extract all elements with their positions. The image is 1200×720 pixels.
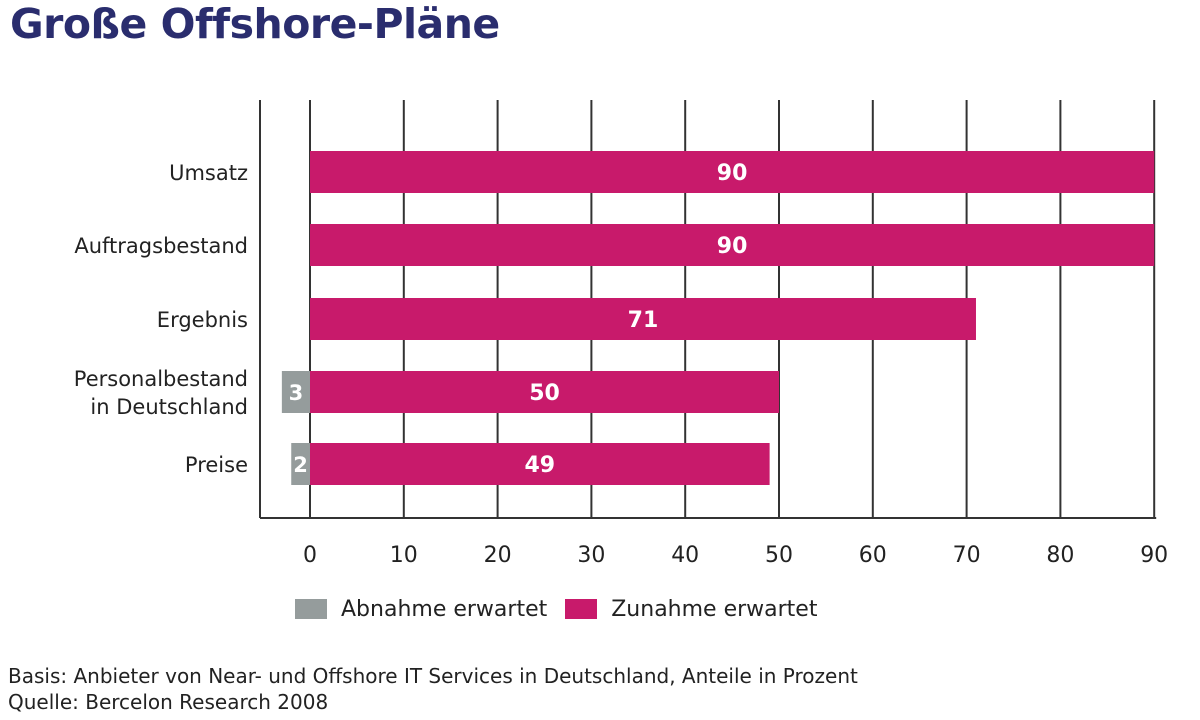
bar-zunahme: [310, 224, 1155, 266]
bars: 90 90 71 50 3 49 2: [281, 151, 1155, 485]
bar-zunahme: [310, 443, 770, 485]
footnote: Basis: Anbieter von Near- und Offshore I…: [8, 663, 858, 715]
legend-label-abnahme: Abnahme erwartet: [341, 596, 548, 622]
bar-zunahme: [310, 151, 1155, 193]
footnote-source: Quelle: Bercelon Research 2008: [8, 690, 329, 714]
legend-label-zunahme: Zunahme erwartet: [611, 596, 818, 622]
legend: Abnahme erwartet Zunahme erwartet: [295, 593, 835, 625]
bar-zunahme: [310, 371, 779, 413]
bar-abnahme: [281, 371, 310, 413]
category-label: Ergebnis: [157, 308, 248, 332]
x-tick-label: 20: [484, 543, 512, 568]
bar-value-label: 3: [289, 381, 304, 405]
x-tick-label: 0: [303, 543, 317, 568]
category-label: Personalbestand in Deutschland: [74, 367, 248, 419]
bar-zunahme: [310, 298, 976, 340]
bar-value-label: 49: [524, 453, 555, 478]
category-label: Auftragsbestand: [74, 234, 248, 258]
legend-item-zunahme: Zunahme erwartet: [565, 597, 817, 622]
bar-value-label: 90: [717, 234, 748, 259]
footnote-basis: Basis: Anbieter von Near- und Offshore I…: [8, 664, 858, 688]
bar-value-label: 2: [293, 453, 308, 477]
x-tick-label: 60: [859, 543, 887, 568]
x-tick-label: 80: [1046, 543, 1074, 568]
x-tick-label: 50: [765, 543, 793, 568]
x-tick-label: 30: [577, 543, 605, 568]
bar-value-label: 50: [529, 381, 560, 406]
x-tick-label: 90: [1140, 543, 1168, 568]
legend-swatch-zunahme: [565, 599, 598, 619]
category-labels: Umsatz Auftragsbestand Ergebnis Personalbes…: [74, 161, 248, 477]
chart-title: Große Offshore-Pläne: [10, 0, 500, 48]
bar-value-label: 71: [628, 308, 659, 333]
bar-value-label: 90: [717, 161, 748, 186]
x-tick-label: 40: [671, 543, 699, 568]
bar-abnahme: [291, 443, 310, 485]
legend-item-abnahme: Abnahme erwartet: [295, 597, 547, 622]
legend-swatch-abnahme: [295, 599, 327, 619]
category-label: Umsatz: [169, 161, 248, 185]
category-label: Preise: [185, 453, 248, 477]
tick-labels: 0 10 20 30 40 50 60 70 80 90: [303, 543, 1168, 568]
x-tick-label: 70: [953, 543, 981, 568]
bar-chart: 90 90 71 50 3 49 2 Umsatz Auftragsbestand Ergebn…: [74, 100, 1168, 568]
x-tick-label: 10: [390, 543, 418, 568]
